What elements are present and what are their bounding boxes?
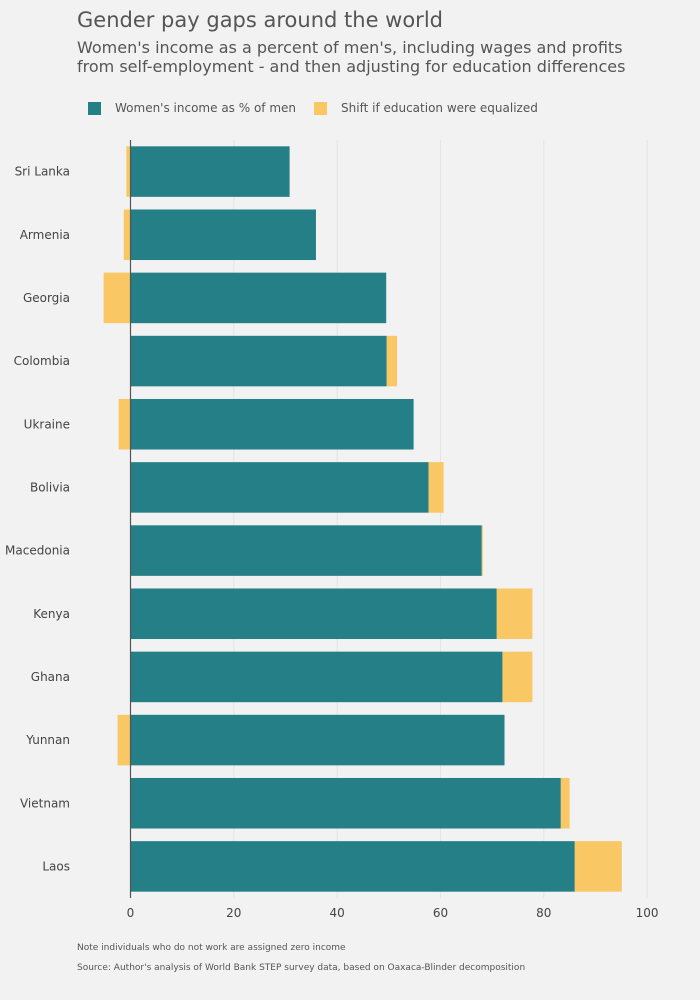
legend-swatch-shift	[314, 101, 328, 115]
bar-shift-georgia	[103, 272, 131, 324]
y-tick-label-bolivia: Bolivia	[30, 480, 70, 494]
y-tick-label-ukraine: Ukraine	[24, 417, 70, 431]
legend-swatch-women	[88, 101, 101, 115]
footnote: Note individuals who do not work are ass…	[77, 943, 346, 953]
y-tick-label-colombia: Colombia	[14, 354, 70, 368]
y-tick-label-sri-lanka: Sri Lanka	[15, 165, 70, 179]
legend-item-shift[interactable]: Shift if education were equalized	[314, 101, 538, 115]
y-tick-label-ghana: Ghana	[31, 670, 70, 684]
legend-item-women[interactable]: Women's income as % of men	[88, 101, 296, 115]
bar-shift-macedonia	[481, 525, 483, 576]
legend-label-women: Women's income as % of men	[115, 101, 297, 115]
bar-women-laos	[130, 841, 575, 892]
bar-women-ukraine	[130, 398, 414, 450]
y-tick-label-vietnam: Vietnam	[20, 796, 70, 810]
bar-shift-sri-lanka	[126, 146, 131, 197]
bar-women-yunnan	[130, 714, 505, 766]
bar-women-georgia	[130, 272, 387, 324]
bar-shift-colombia	[386, 335, 398, 387]
x-tick-label-80: 80	[536, 906, 551, 920]
bar-shift-ghana	[502, 651, 533, 703]
bar-shift-bolivia	[428, 462, 444, 513]
chart-title: Gender pay gaps around the world	[77, 8, 443, 32]
bar-chart: Sri Lanka Armenia Georgia Colombia Ukraine Bo…	[5, 140, 659, 920]
chart-subtitle: Women's income as a percent of men's, in…	[77, 38, 626, 76]
legend: Women's income as % of men Shift if educ…	[88, 101, 556, 115]
bar-women-colombia	[130, 335, 387, 387]
bar-shift-laos	[574, 841, 622, 892]
x-tick-label-60: 60	[433, 906, 448, 920]
x-tick-label-0: 0	[127, 906, 135, 920]
bar-women-sri-lanka	[130, 146, 290, 197]
bar-women-vietnam	[130, 777, 561, 829]
bar-shift-vietnam	[560, 777, 570, 829]
bar-shift-armenia	[123, 209, 131, 261]
y-tick-label-armenia: Armenia	[20, 228, 70, 242]
y-tick-label-macedonia: Macedonia	[5, 544, 70, 558]
bar-women-bolivia	[130, 462, 429, 513]
x-tick-label-40: 40	[329, 906, 344, 920]
bar-women-armenia	[130, 209, 316, 261]
bar-women-kenya	[130, 588, 497, 640]
bar-shift-ukraine	[118, 398, 131, 450]
y-tick-label-yunnan: Yunnan	[25, 733, 70, 747]
bar-women-ghana	[130, 651, 503, 703]
legend-label-shift: Shift if education were equalized	[341, 101, 538, 115]
bar-women-macedonia	[130, 525, 482, 576]
source-note: Source: Author's analysis of World Bank …	[77, 963, 526, 973]
x-tick-label-20: 20	[226, 906, 241, 920]
bar-shift-kenya	[496, 588, 533, 640]
y-tick-label-georgia: Georgia	[23, 291, 70, 305]
x-tick-label-100: 100	[636, 906, 659, 920]
bar-shift-yunnan	[117, 714, 131, 766]
y-tick-label-laos: Laos	[42, 859, 70, 873]
y-tick-label-kenya: Kenya	[33, 607, 70, 621]
